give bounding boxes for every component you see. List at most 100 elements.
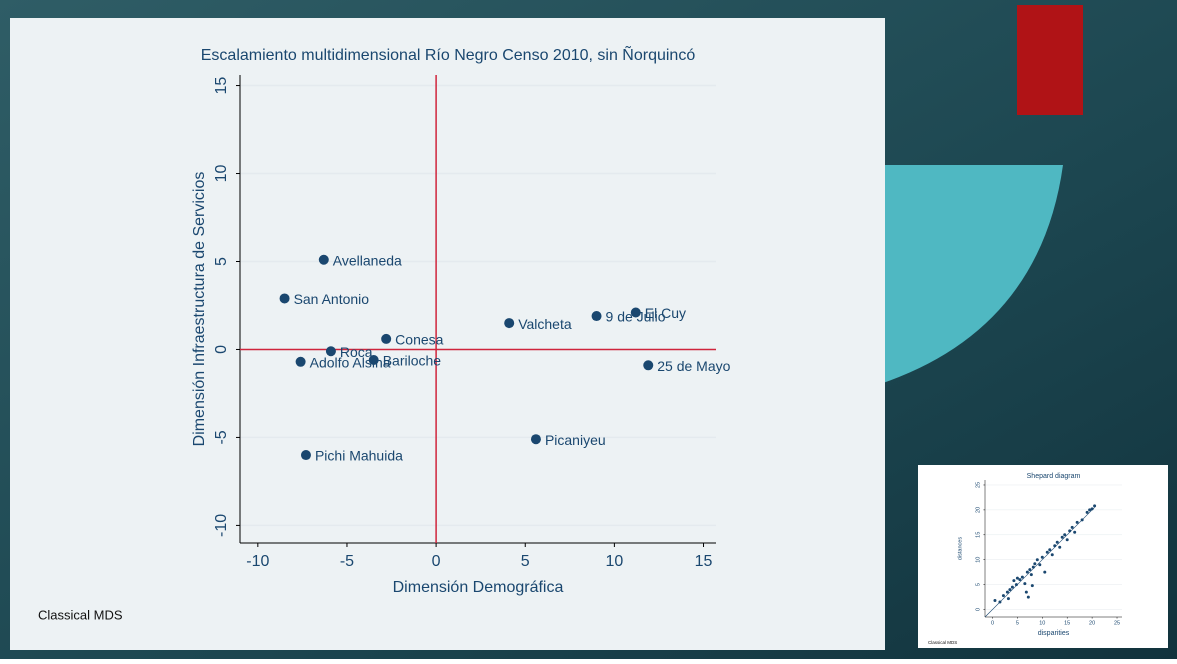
x-tick-label: 10 xyxy=(1039,620,1045,626)
point xyxy=(1031,565,1035,569)
y-axis-label: distances xyxy=(957,537,963,560)
point xyxy=(1012,579,1016,583)
point xyxy=(1026,595,1030,599)
y-tick-label: 10 xyxy=(975,557,981,563)
y-tick-label: 5 xyxy=(975,583,981,586)
point-label: Bariloche xyxy=(383,353,442,369)
point xyxy=(1038,563,1042,567)
point xyxy=(1024,590,1028,594)
point xyxy=(1050,553,1054,557)
point xyxy=(643,360,654,371)
y-tick-label: -10 xyxy=(213,514,230,537)
chart-title: Escalamiento multidimensional Río Negro … xyxy=(201,44,696,64)
point xyxy=(1023,582,1027,586)
point xyxy=(1088,508,1092,512)
y-tick-label: 15 xyxy=(975,532,981,538)
point xyxy=(1040,555,1044,559)
point xyxy=(1048,548,1052,552)
y-tick-label: 15 xyxy=(213,77,230,95)
note: Classical MDS xyxy=(928,640,957,645)
diagonal-line xyxy=(984,507,1095,618)
x-axis-label: Dimensión Demográfica xyxy=(393,579,564,596)
point-label: Avellaneda xyxy=(333,252,402,268)
point xyxy=(1029,573,1033,577)
point xyxy=(1075,520,1079,524)
point xyxy=(300,450,311,461)
point xyxy=(1055,540,1059,544)
x-tick-label: -10 xyxy=(246,553,269,570)
point xyxy=(1060,535,1064,539)
point xyxy=(504,318,515,329)
point xyxy=(1015,576,1019,580)
point xyxy=(368,355,379,366)
x-tick-label: 5 xyxy=(521,553,530,570)
x-tick-label: 5 xyxy=(1016,620,1019,626)
point-label: Adolfo Alsina xyxy=(310,354,391,370)
y-tick-label: 5 xyxy=(213,257,230,266)
point xyxy=(1063,533,1067,537)
point-label: El Cuy xyxy=(645,305,686,321)
y-tick-label: 20 xyxy=(975,507,981,513)
point xyxy=(1006,597,1010,601)
point xyxy=(1053,544,1057,548)
point xyxy=(1008,588,1012,592)
teal-shape xyxy=(880,165,1063,384)
point xyxy=(1043,570,1047,574)
x-tick-label: 15 xyxy=(1064,620,1070,626)
point-label: Valcheta xyxy=(518,316,572,332)
note: Classical MDS xyxy=(38,607,123,622)
point xyxy=(1090,507,1094,511)
point xyxy=(1033,562,1037,566)
point xyxy=(1068,529,1072,533)
x-tick-label: 0 xyxy=(991,620,994,626)
point xyxy=(295,356,306,367)
point xyxy=(1070,525,1074,529)
x-tick-label: 0 xyxy=(432,553,441,570)
point-label: Roca xyxy=(340,344,373,360)
point xyxy=(530,434,541,445)
point xyxy=(1001,594,1005,598)
point-label: Picaniyeu xyxy=(545,432,606,448)
point xyxy=(591,311,602,322)
point xyxy=(630,307,641,318)
y-tick-label: 10 xyxy=(213,165,230,183)
x-axis-label: disparities xyxy=(1038,630,1070,637)
point xyxy=(1045,550,1049,554)
y-axis-label: Dimensión Infraestructura de Servicios xyxy=(191,172,208,447)
point xyxy=(1030,584,1034,588)
point xyxy=(279,293,290,304)
chart-title: Shepard diagram xyxy=(1027,473,1081,480)
point xyxy=(1028,568,1032,572)
y-tick-label: 0 xyxy=(213,345,230,354)
point xyxy=(1085,510,1089,514)
x-tick-label: 10 xyxy=(605,553,623,570)
point xyxy=(993,599,997,603)
point-label: Pichi Mahuida xyxy=(315,448,403,464)
point xyxy=(1020,575,1024,579)
point xyxy=(1025,570,1029,574)
point xyxy=(1093,504,1097,508)
point-label: Conesa xyxy=(395,332,443,348)
point xyxy=(381,333,392,344)
x-tick-label: -5 xyxy=(340,553,354,570)
point-label: San Antonio xyxy=(294,291,370,307)
x-tick-label: 15 xyxy=(695,553,713,570)
point xyxy=(998,600,1002,604)
point xyxy=(1005,590,1009,594)
point xyxy=(1073,530,1077,534)
y-tick-label: -5 xyxy=(213,430,230,444)
point xyxy=(1058,545,1062,549)
point xyxy=(1080,518,1084,522)
point xyxy=(318,254,329,265)
x-tick-label: 25 xyxy=(1114,620,1120,626)
y-tick-label: 25 xyxy=(975,482,981,488)
red-accent xyxy=(1017,5,1083,115)
point xyxy=(1035,558,1039,562)
x-tick-label: 20 xyxy=(1089,620,1095,626)
point xyxy=(325,346,336,357)
point xyxy=(1010,585,1014,589)
y-tick-label: 0 xyxy=(975,608,981,611)
point-label: 25 de Mayo xyxy=(657,358,730,374)
point xyxy=(1018,578,1022,582)
point xyxy=(1014,583,1018,587)
